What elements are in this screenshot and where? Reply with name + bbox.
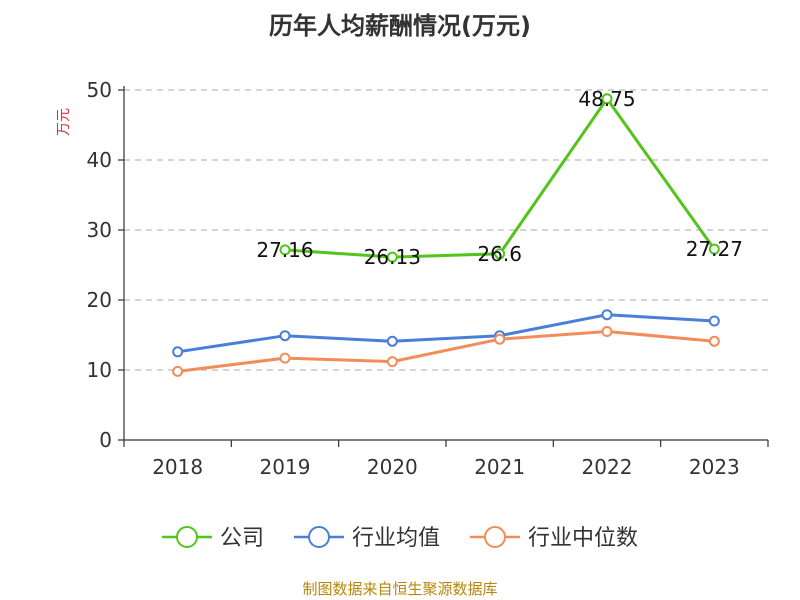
series-point-1 xyxy=(279,330,291,342)
chart-title: 历年人均薪酬情况(万元) xyxy=(269,12,531,40)
series-point-1 xyxy=(386,335,398,347)
series-point-2 xyxy=(279,352,291,364)
source-note: 制图数据来自恒生聚源数据库 xyxy=(302,580,497,598)
data-label: 48.75 xyxy=(578,87,635,111)
y-tick-label: 30 xyxy=(87,218,112,242)
x-tick-label: 2019 xyxy=(260,455,311,479)
data-label: 26.13 xyxy=(364,245,421,269)
data-labels: 27.16 26.13 26.6 48.75 27.27 xyxy=(256,87,743,269)
series-line-2 xyxy=(177,330,715,373)
legend-label: 行业均值 xyxy=(352,526,440,551)
grid-lines xyxy=(124,89,768,371)
series-point-1 xyxy=(601,309,613,321)
x-tick-label: 2021 xyxy=(474,455,525,479)
series-point-0 xyxy=(494,248,506,260)
series-layer xyxy=(172,93,720,377)
legend-label: 行业中位数 xyxy=(528,526,638,551)
y-axis-label: 万元 xyxy=(56,108,72,136)
series-point-2 xyxy=(494,333,506,345)
legend-marker xyxy=(176,526,198,548)
series-point-0 xyxy=(601,93,613,105)
legend-marker xyxy=(308,526,330,548)
series-point-0 xyxy=(386,251,398,263)
series-point-2 xyxy=(708,335,720,347)
series-point-2 xyxy=(601,326,613,337)
legend-item-1: 行业均值 xyxy=(294,526,440,551)
legend-item-2: 行业中位数 xyxy=(470,526,638,551)
legend-label: 公司 xyxy=(220,526,264,551)
axes: 0 10 20 30 40 50 2018 2019 2020 2021 2022 2023 xyxy=(87,78,769,479)
y-tick-label: 50 xyxy=(87,78,112,102)
x-tick-label: 2022 xyxy=(582,455,633,479)
data-label: 26.6 xyxy=(477,242,522,266)
series-line-1 xyxy=(177,313,715,354)
series-line-0 xyxy=(284,97,716,259)
y-tick-label: 40 xyxy=(87,148,112,172)
data-label: 27.16 xyxy=(256,238,313,262)
legend-item-0: 公司 xyxy=(162,526,264,551)
x-tick-label: 2023 xyxy=(689,455,740,479)
series-point-2 xyxy=(172,365,184,377)
legend: 公司 行业均值 行业中位数 xyxy=(162,526,638,551)
series-point-0 xyxy=(279,244,291,256)
y-tick-label: 0 xyxy=(99,428,112,452)
series-point-1 xyxy=(172,346,184,358)
x-tick-label: 2020 xyxy=(367,455,418,479)
y-tick-label: 10 xyxy=(87,358,112,382)
data-label: 27.27 xyxy=(686,237,743,261)
y-tick-label: 20 xyxy=(87,288,112,312)
series-point-0 xyxy=(708,243,720,255)
legend-marker xyxy=(484,526,506,548)
series-point-2 xyxy=(386,356,398,368)
x-tick-label: 2018 xyxy=(152,455,203,479)
series-point-1 xyxy=(708,315,720,327)
